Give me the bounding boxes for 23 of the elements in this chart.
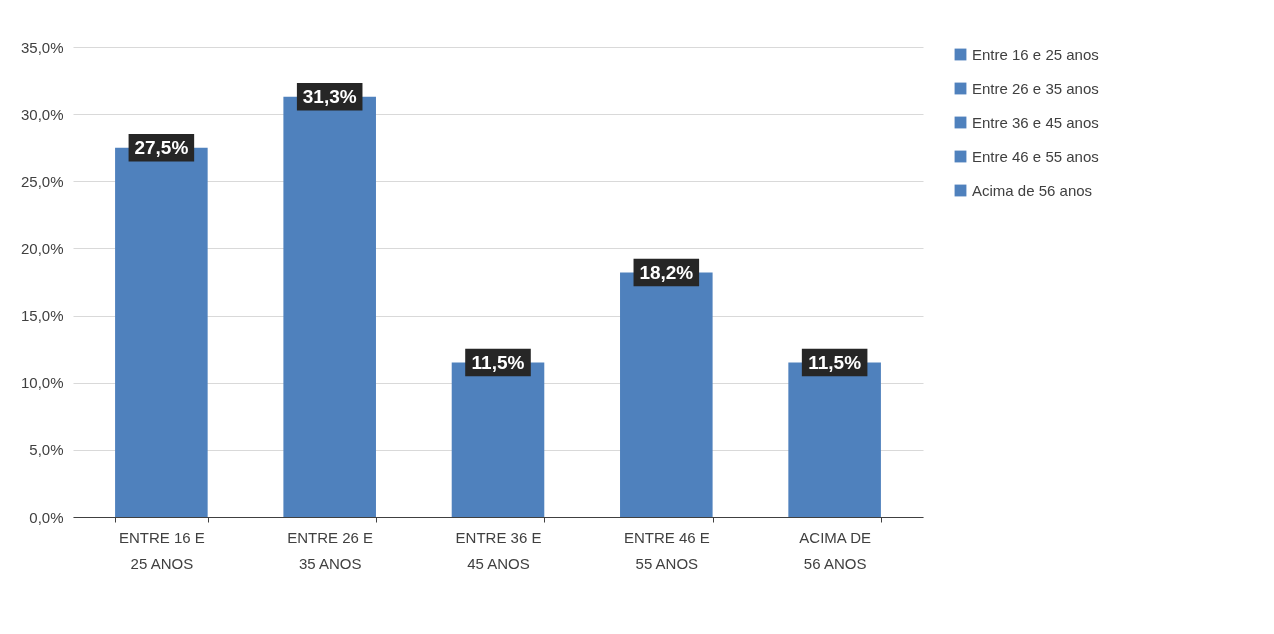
data-label: 11,5%: [471, 351, 525, 373]
x-tick-label: ENTRE 36 E 45 ANOS: [455, 528, 542, 572]
y-tick-label: 0,0%: [29, 508, 64, 526]
y-tick-label: 10,0%: [20, 374, 64, 392]
data-label: 31,3%: [302, 85, 357, 107]
x-tick-label: ENTRE 16 E 25 ANOS: [118, 528, 205, 572]
y-tick-label: 20,0%: [20, 239, 64, 257]
legend-label: Entre 16 e 25 anos: [972, 45, 1099, 63]
y-tick-label: 15,0%: [20, 307, 64, 325]
x-tick-label: ACIMA DE 56 ANOS: [799, 528, 871, 572]
y-tick-label: 5,0%: [29, 441, 64, 459]
x-tick-label: ENTRE 26 E 35 ANOS: [287, 528, 374, 572]
y-tick-label: 25,0%: [20, 172, 64, 190]
y-tick-label: 30,0%: [20, 105, 64, 123]
data-label: 11,5%: [808, 351, 862, 373]
legend-label: Entre 36 e 45 anos: [972, 113, 1099, 131]
legend-label: Acima de 56 anos: [972, 181, 1093, 199]
data-label: 27,5%: [134, 136, 189, 158]
legend-label: Entre 46 e 55 anos: [972, 147, 1099, 165]
x-tick-label: ENTRE 46 E 55 ANOS: [623, 528, 710, 572]
data-label: 18,2%: [639, 261, 694, 283]
legend-label: Entre 26 e 35 anos: [972, 79, 1099, 97]
y-tick-label: 35,0%: [20, 38, 64, 56]
